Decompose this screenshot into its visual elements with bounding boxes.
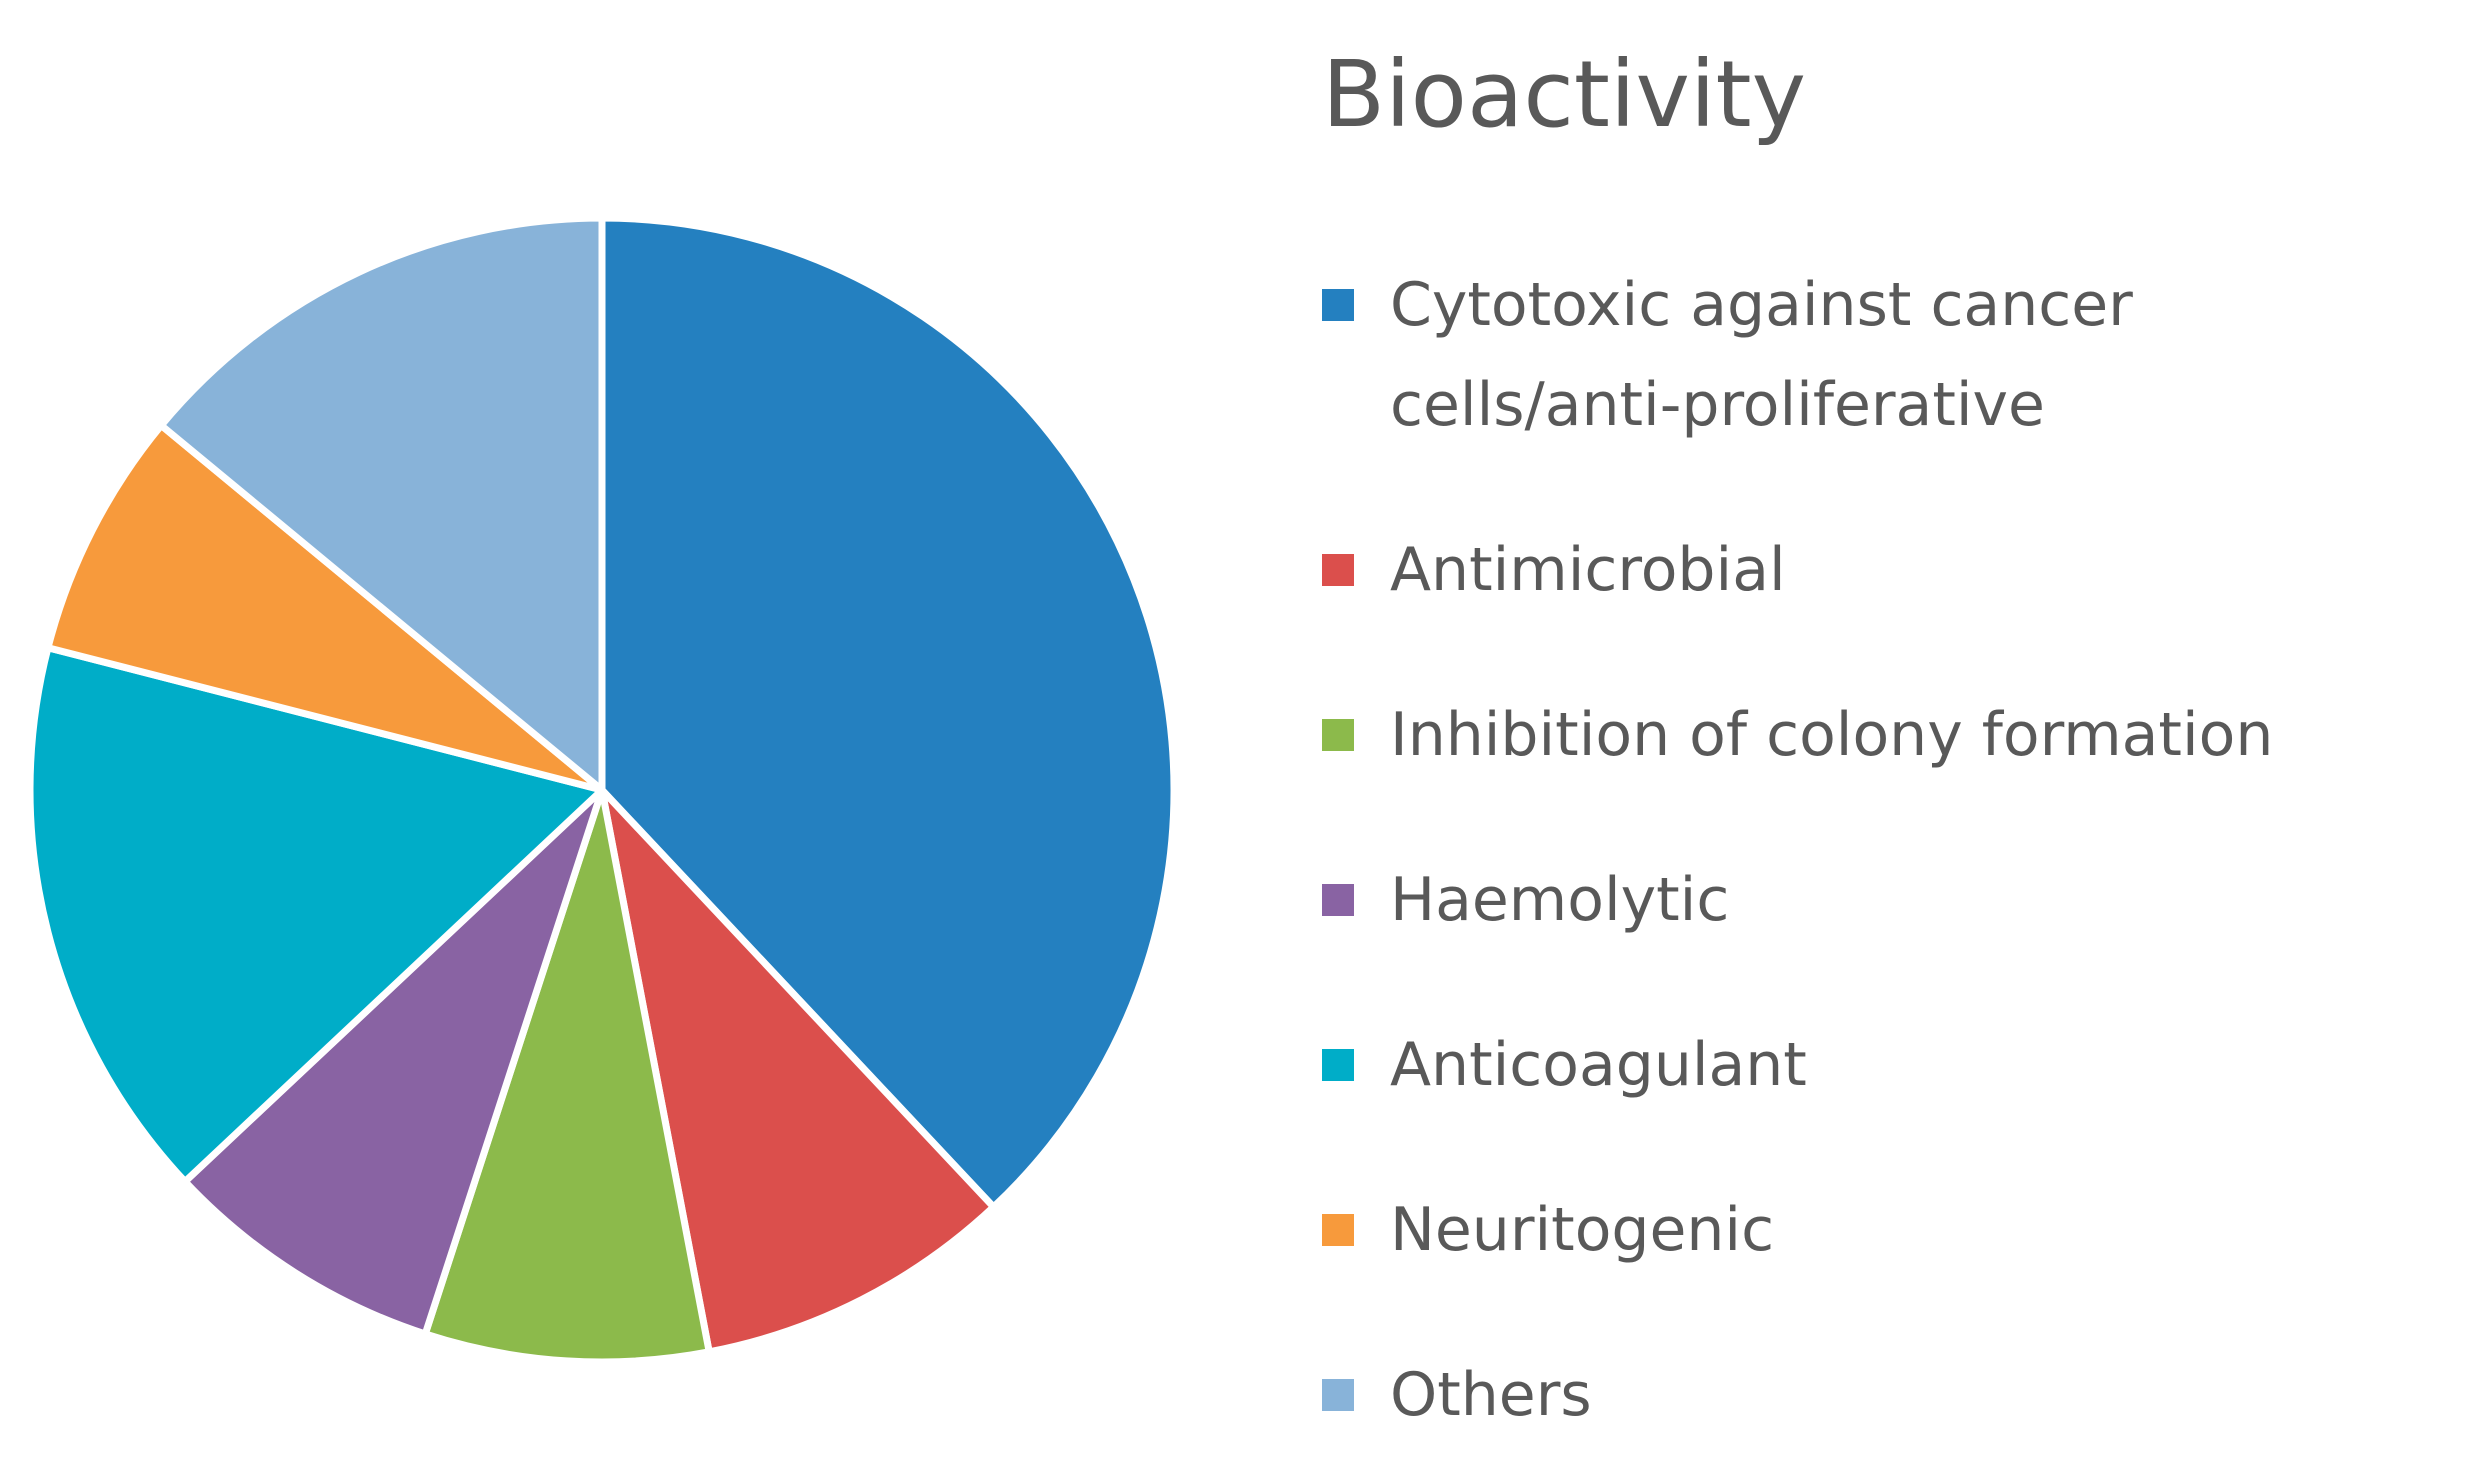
legend-label: Inhibition of colony formation [1390,700,2274,770]
legend-label: Cytotoxic against cancer cells/anti-prol… [1390,270,2133,440]
pie-slice [421,786,713,1366]
legend-item: Antimicrobial [1322,520,2462,620]
legend-item: Haemolytic [1322,850,2462,950]
legend-label: Neuritogenic [1390,1195,1775,1265]
pie-slice [44,421,606,794]
legend-label: Anticoagulant [1390,1030,1807,1100]
legend-label: Antimicrobial [1390,535,1786,605]
legend-item: Inhibition of colony formation [1322,685,2462,785]
legend-swatch [1322,1379,1354,1411]
legend-label: Others [1390,1360,1592,1430]
pie-slice [181,786,606,1338]
pie-slice [157,214,606,794]
legend-swatch [1322,289,1354,321]
chart-title: Bioactivity [1322,41,1807,148]
legend-item: Neuritogenic [1322,1180,2462,1280]
legend-swatch [1322,554,1354,586]
legend-swatch [1322,884,1354,916]
legend-label: Haemolytic [1390,865,1730,935]
pie-slice [598,214,1178,1211]
legend-item: Cytotoxic against cancer cells/anti-prol… [1322,255,2462,455]
pie-slice [598,786,998,1356]
legend-swatch [1322,719,1354,751]
legend: Cytotoxic against cancer cells/anti-prol… [1322,255,2462,1445]
legend-swatch [1322,1049,1354,1081]
legend-item: Others [1322,1345,2462,1445]
legend-item: Anticoagulant [1322,1015,2462,1115]
pie-slice [26,644,606,1186]
legend-swatch [1322,1214,1354,1246]
